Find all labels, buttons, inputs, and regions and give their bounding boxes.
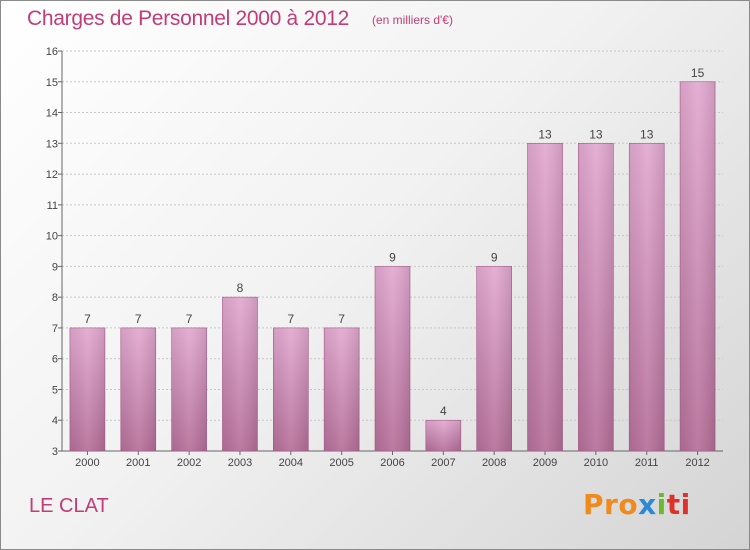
proxiti-logo: Proxiti [583, 488, 691, 521]
bars [69, 81, 716, 452]
bar-shade-2012 [680, 81, 716, 452]
x-tick-label: 2000 [75, 457, 99, 469]
y-tick-label: 8 [52, 292, 58, 304]
x-tick-label: 2003 [228, 457, 252, 469]
y-tick-label: 4 [52, 415, 58, 427]
data-label-2003: 8 [237, 281, 244, 295]
x-tick-label: 2009 [533, 457, 557, 469]
data-label-2012: 15 [691, 66, 705, 80]
bar-shade-2002 [171, 327, 207, 451]
y-tick-label: 11 [47, 200, 58, 212]
logo-part-1: Pro [583, 488, 639, 521]
x-tick-label: 2011 [635, 457, 659, 469]
bar-shade-2011 [629, 143, 665, 452]
x-tick-label: 2008 [482, 457, 506, 469]
x-tick-label: 2002 [177, 457, 201, 469]
logo-part-3: i [656, 488, 667, 521]
y-tick-label: 3 [52, 446, 58, 458]
y-tick-label: 9 [52, 261, 58, 273]
bar-shade-2003 [222, 297, 258, 451]
bar-shade-2009 [527, 143, 563, 452]
y-tick-label: 14 [46, 108, 58, 120]
data-label-2011: 13 [640, 127, 654, 141]
x-tick-label: 2007 [431, 457, 455, 469]
x-tick-label: 2006 [380, 457, 404, 469]
bar-shade-2005 [324, 327, 360, 451]
data-label-2006: 9 [389, 250, 396, 264]
data-label-2010: 13 [589, 127, 603, 141]
bar-shade-2006 [375, 266, 410, 451]
bar-shade-2010 [578, 143, 614, 452]
x-tick-label: 2010 [584, 457, 608, 469]
y-tick-label: 6 [52, 354, 58, 366]
y-tick-label: 7 [52, 323, 58, 335]
y-tick-label: 12 [46, 169, 58, 181]
data-label-2007: 4 [440, 404, 447, 418]
data-labels: 7 7 7 8 7 7 9 4 9 13 13 13 15 [84, 66, 704, 418]
bar-shade-2008 [476, 266, 512, 451]
chart-title: Charges de Personnel 2000 à 2012 [27, 7, 349, 30]
x-tick-label: 2012 [685, 457, 709, 469]
location-name: LE CLAT [29, 495, 109, 517]
y-tick-label: 10 [46, 231, 58, 243]
data-label-2005: 7 [338, 312, 345, 326]
logo-part-4: ti [666, 488, 691, 521]
bar-shade-2007 [425, 420, 461, 451]
logo-part-2: x [638, 488, 657, 521]
x-tick-label: 2005 [329, 457, 353, 469]
x-tick-label: 2001 [126, 457, 150, 469]
axes: 3 4 5 6 7 8 9 10 11 12 13 14 15 16 2000 2001 2002 2003 200… [46, 46, 723, 469]
y-tick-label: 5 [52, 384, 58, 396]
x-tick-label: 2004 [279, 457, 303, 469]
data-label-2004: 7 [287, 312, 294, 326]
bar-shade-2000 [69, 327, 105, 451]
y-tick-label: 15 [46, 77, 58, 89]
chart-subtitle: (en milliers d'€) [372, 13, 453, 27]
bar-shade-2004 [273, 327, 309, 451]
bar-shade-2001 [120, 327, 156, 451]
y-tick-label: 16 [46, 46, 58, 58]
data-label-2000: 7 [84, 312, 91, 326]
data-label-2009: 13 [538, 127, 552, 141]
y-tick-label: 13 [46, 138, 58, 150]
data-label-2001: 7 [135, 312, 142, 326]
data-label-2002: 7 [186, 312, 193, 326]
data-label-2008: 9 [491, 250, 498, 264]
